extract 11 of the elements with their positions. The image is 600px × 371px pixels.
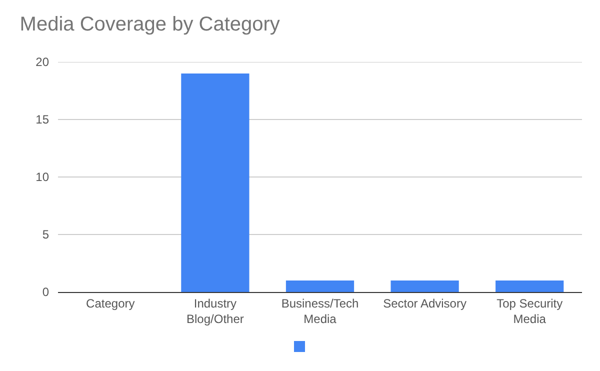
x-tick-label: Top Security Media — [496, 296, 563, 326]
y-tick-label: 20 — [36, 55, 50, 70]
y-tick-label: 5 — [42, 228, 50, 242]
x-tick-label: Industry Blog/Other — [186, 296, 244, 326]
y-tick-label: 15 — [36, 112, 50, 127]
x-tick-label: Sector Advisory — [383, 296, 466, 310]
chart-title: Media Coverage by Category — [20, 14, 280, 36]
x-tick-label: Category — [86, 296, 135, 310]
y-tick-label: 0 — [42, 285, 50, 300]
x-tick-label: Business/Tech Media — [281, 296, 359, 326]
y-tick-label: 10 — [36, 170, 50, 184]
